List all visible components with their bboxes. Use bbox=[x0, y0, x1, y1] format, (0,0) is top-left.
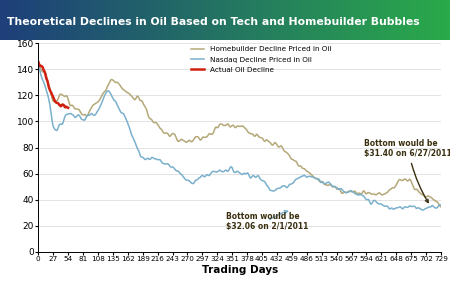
Line: Homebuilder Decline Priced in Oil: Homebuilder Decline Priced in Oil bbox=[38, 62, 441, 207]
Actual Oil Decline bbox=[62, 105, 68, 109]
Homebuilder Decline Priced in Oil bbox=[385, 190, 391, 193]
Text: Theoretical Declines in Oil Based on Tech and Homebuilder Bubbles: Theoretical Declines in Oil Based on Tec… bbox=[7, 17, 419, 27]
Actual Oil Decline bbox=[65, 106, 71, 110]
Homebuilder Decline Priced in Oil bbox=[36, 60, 41, 64]
Homebuilder Decline Priced in Oil bbox=[365, 191, 371, 194]
Actual Oil Decline bbox=[39, 64, 44, 68]
Nasdaq Decline Priced in Oil bbox=[365, 198, 371, 201]
Nasdaq Decline Priced in Oil bbox=[105, 89, 111, 93]
Nasdaq Decline Priced in Oil bbox=[207, 173, 213, 176]
Homebuilder Decline Priced in Oil bbox=[199, 137, 204, 140]
Nasdaq Decline Priced in Oil bbox=[36, 63, 41, 66]
Legend: Homebuilder Decline Priced in Oil, Nasdaq Decline Priced in Oil, Actual Oil Decl: Homebuilder Decline Priced in Oil, Nasda… bbox=[189, 45, 333, 74]
Nasdaq Decline Priced in Oil bbox=[199, 174, 204, 177]
Actual Oil Decline bbox=[47, 87, 52, 90]
Line: Actual Oil Decline: Actual Oil Decline bbox=[38, 62, 68, 108]
Nasdaq Decline Priced in Oil bbox=[438, 203, 444, 207]
Homebuilder Decline Priced in Oil bbox=[207, 132, 213, 136]
Line: Nasdaq Decline Priced in Oil: Nasdaq Decline Priced in Oil bbox=[38, 64, 441, 210]
Text: Bottom would be
$32.06 on 2/1/2011: Bottom would be $32.06 on 2/1/2011 bbox=[226, 210, 308, 231]
Nasdaq Decline Priced in Oil bbox=[385, 205, 391, 209]
Nasdaq Decline Priced in Oil bbox=[339, 188, 345, 191]
Actual Oil Decline bbox=[65, 106, 70, 109]
X-axis label: Trading Days: Trading Days bbox=[202, 265, 278, 275]
Nasdaq Decline Priced in Oil bbox=[420, 208, 425, 212]
Homebuilder Decline Priced in Oil bbox=[339, 192, 345, 195]
Actual Oil Decline bbox=[43, 73, 48, 76]
Actual Oil Decline bbox=[36, 60, 41, 63]
Text: Bottom would be
$31.40 on 6/27/2011: Bottom would be $31.40 on 6/27/2011 bbox=[364, 139, 450, 203]
Actual Oil Decline bbox=[41, 69, 46, 72]
Homebuilder Decline Priced in Oil bbox=[105, 84, 111, 87]
Homebuilder Decline Priced in Oil bbox=[438, 205, 444, 209]
